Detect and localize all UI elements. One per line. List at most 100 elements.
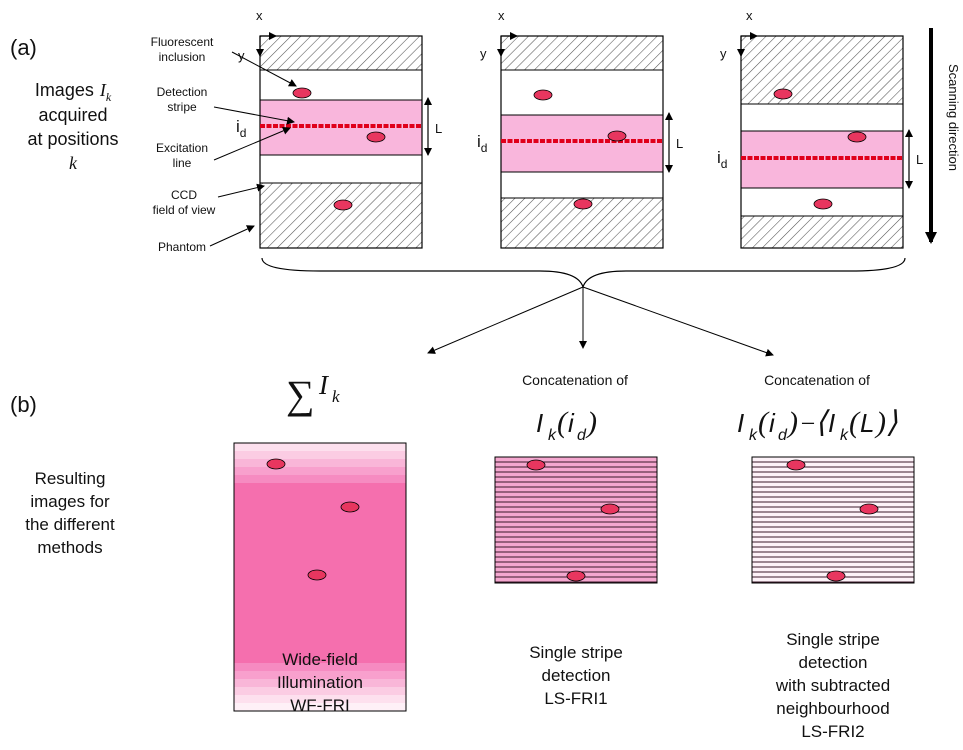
formula-sum-I: I xyxy=(318,370,330,400)
formula-2: I k ( i d ) − ⟨ I k ( L ) ⟩ xyxy=(737,406,898,444)
acquisition-panel-3: x y id L xyxy=(717,8,923,249)
svg-text:k: k xyxy=(749,427,758,444)
svg-text:Wide-field: Wide-field xyxy=(282,650,358,669)
id-label: id xyxy=(236,117,246,140)
id-label: id xyxy=(477,132,487,155)
svg-text:d: d xyxy=(577,427,587,444)
brace-arrows xyxy=(427,286,774,357)
inclusion xyxy=(573,198,593,210)
inclusion xyxy=(307,569,327,581)
svg-text:i: i xyxy=(568,408,575,438)
acquisition-panel-1: x y id L xyxy=(236,8,442,249)
svg-text:the different: the different xyxy=(25,515,115,534)
part-b-label: (b) xyxy=(10,392,37,417)
svg-text:i: i xyxy=(769,408,776,438)
axis-x-label: x xyxy=(746,8,753,23)
callout-detection-1: Detection xyxy=(157,85,208,99)
images-word: Images xyxy=(35,80,94,100)
callout-phantom: Phantom xyxy=(158,240,206,254)
resulting-description: Resulting images for the different metho… xyxy=(25,469,115,557)
svg-text:with subtracted: with subtracted xyxy=(775,676,890,695)
callout-excitation-2: line xyxy=(173,156,192,170)
inclusion xyxy=(566,570,586,582)
inclusion xyxy=(340,501,360,513)
svg-text:k: k xyxy=(840,427,849,444)
svg-text:d: d xyxy=(778,427,788,444)
part-a-label: (a) xyxy=(10,35,37,60)
svg-text:Single stripe: Single stripe xyxy=(529,643,623,662)
axis-y-label: y xyxy=(720,46,727,61)
svg-text:k: k xyxy=(548,427,557,444)
inclusion xyxy=(600,503,620,515)
svg-text:images for: images for xyxy=(30,492,110,511)
callouts: Fluorescent inclusion Detection stripe E… xyxy=(151,35,297,254)
axis-x-label: x xyxy=(256,8,263,23)
callout-excitation-1: Excitation xyxy=(156,141,208,155)
svg-text:(: ( xyxy=(758,406,770,439)
axis-y-label: y xyxy=(238,48,245,63)
svg-text:detection: detection xyxy=(799,653,868,672)
inclusion xyxy=(786,459,806,471)
inclusion xyxy=(826,570,846,582)
svg-text:Resulting: Resulting xyxy=(35,469,106,488)
svg-text:LS-FRI2: LS-FRI2 xyxy=(801,722,864,741)
method-ls-fri2: Concatenation of I k ( i d ) − ⟨ I k ( L… xyxy=(737,372,915,741)
svg-text:I: I xyxy=(737,408,744,438)
images-symbol-sub: k xyxy=(106,90,112,104)
inclusion xyxy=(333,199,353,211)
callout-fluorescent-1: Fluorescent xyxy=(151,35,214,49)
formula-sum: ∑ xyxy=(286,372,315,417)
ls1-image xyxy=(494,456,658,584)
svg-text:Illumination: Illumination xyxy=(277,673,363,692)
formula-sum-k: k xyxy=(332,387,340,406)
axis-y-label: y xyxy=(480,46,487,61)
brace xyxy=(261,257,906,290)
images-description: Images Ik acquired at positions k xyxy=(27,80,118,173)
svg-text:): ) xyxy=(874,406,886,439)
detection-stripe xyxy=(501,115,663,172)
callout-fluorescent-2: inclusion xyxy=(159,50,206,64)
svg-text:−: − xyxy=(799,409,817,438)
method-header: Concatenation of xyxy=(764,372,870,388)
svg-text:methods: methods xyxy=(37,538,102,557)
svg-text:I: I xyxy=(536,408,543,438)
method-ls-fri1: Concatenation of I k ( i d ) Single stri… xyxy=(494,372,658,708)
images-k: k xyxy=(69,153,78,173)
formula-1: I k ( i d ) xyxy=(536,406,597,444)
svg-text:detection: detection xyxy=(542,666,611,685)
inclusion xyxy=(847,131,867,143)
inclusion xyxy=(366,131,386,143)
L-label: L xyxy=(435,121,442,136)
svg-text:L: L xyxy=(860,408,874,438)
svg-text:): ) xyxy=(786,406,798,439)
scanning-direction-label: Scanning direction xyxy=(946,64,961,171)
callout-detection-2: stripe xyxy=(167,100,197,114)
svg-text:(: ( xyxy=(849,406,861,439)
svg-text:WF-FRI: WF-FRI xyxy=(290,696,349,715)
svg-text:⟨: ⟨ xyxy=(815,406,830,439)
inclusion xyxy=(292,87,312,99)
L-label: L xyxy=(676,136,683,151)
acquisition-panel-2: x y id L xyxy=(477,8,683,249)
inclusion xyxy=(859,503,879,515)
scanning-direction: Scanning direction xyxy=(925,28,961,244)
svg-text:(: ( xyxy=(557,406,569,439)
inclusion xyxy=(773,88,793,100)
wf-image xyxy=(233,442,407,712)
svg-text:⟩: ⟩ xyxy=(886,406,898,439)
inclusion xyxy=(607,130,627,142)
images-acquired: acquired xyxy=(38,105,107,125)
images-positions: at positions xyxy=(27,129,118,149)
L-label: L xyxy=(916,152,923,167)
method-header: Concatenation of xyxy=(522,372,628,388)
svg-text:neighbourhood: neighbourhood xyxy=(776,699,889,718)
id-label: id xyxy=(717,148,727,171)
inclusion xyxy=(533,89,553,101)
inclusion xyxy=(526,459,546,471)
svg-text:): ) xyxy=(585,406,597,439)
method-wf-fri: ∑ I k Wide-field Illumination WF-FRI xyxy=(233,370,407,715)
callout-ccd-2: field of view xyxy=(153,203,216,217)
axis-x-label: x xyxy=(498,8,505,23)
